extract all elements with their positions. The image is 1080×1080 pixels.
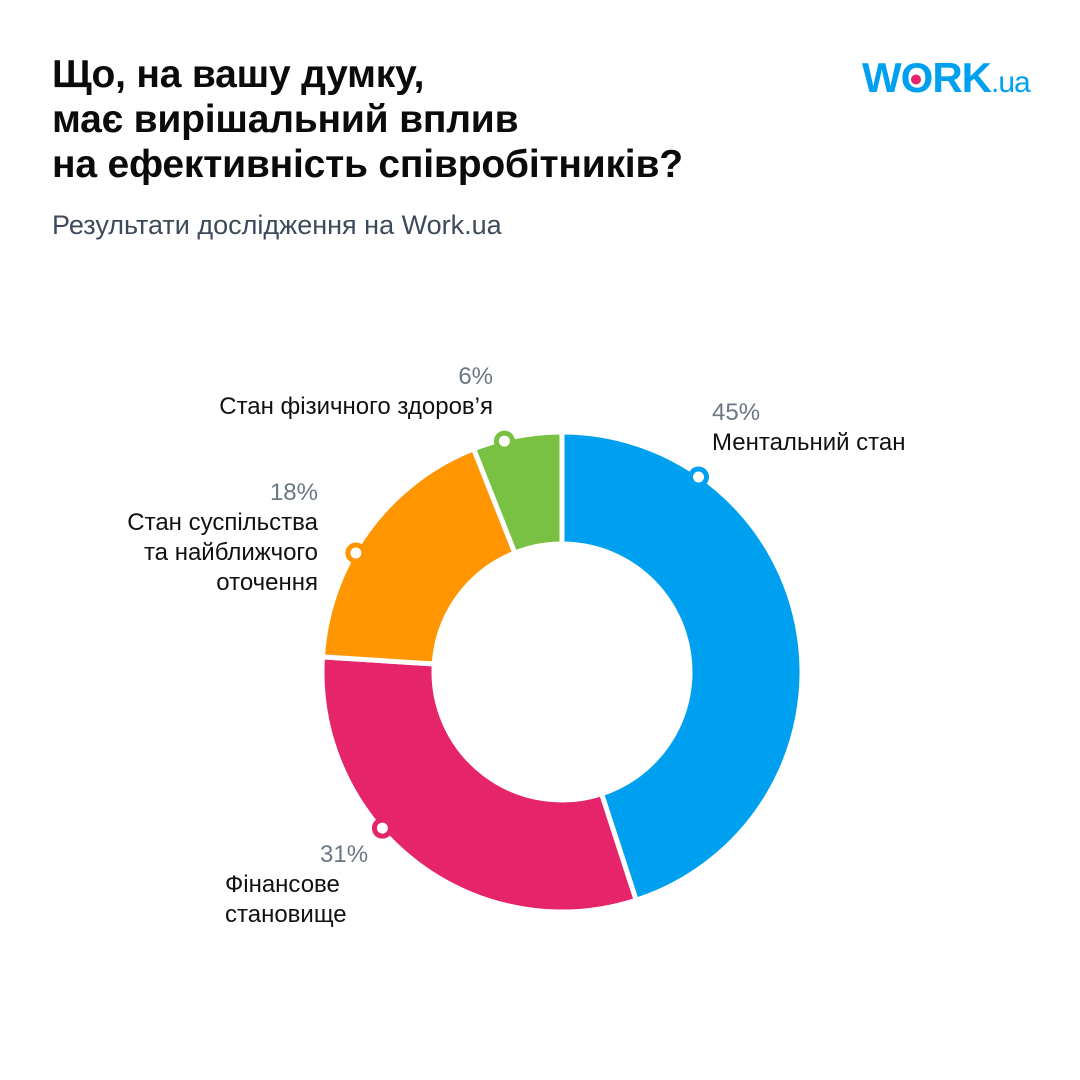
chart-title: Що, на вашу думку, має вирішальний вплив… bbox=[52, 52, 683, 187]
title-line: Що, на вашу думку, bbox=[52, 53, 425, 96]
category-label: Фінансове bbox=[225, 871, 340, 898]
category-label: становище bbox=[225, 901, 347, 928]
work-ua-logo: WORK.ua bbox=[862, 54, 1031, 101]
label-society: 18% Стан суспільства та найближчого оточ… bbox=[127, 478, 318, 598]
category-label: Ментальний стан bbox=[712, 429, 906, 456]
slice-society bbox=[319, 445, 519, 667]
value-label: 18% bbox=[269, 479, 318, 506]
category-label: Стан суспільства bbox=[127, 509, 318, 536]
slice-mental bbox=[559, 429, 805, 904]
chart-subtitle: Результати дослідження на Work.ua bbox=[52, 210, 502, 240]
slice-financial bbox=[319, 654, 640, 915]
label-marker bbox=[371, 817, 393, 839]
logo-dot-icon bbox=[911, 74, 922, 85]
label-financial: 31% Фінансове становище bbox=[225, 840, 368, 930]
label-marker bbox=[688, 466, 710, 488]
title-line: має вирішальний вплив bbox=[52, 98, 519, 141]
category-label: Стан фізичного здоров’я bbox=[219, 393, 493, 420]
category-label: оточення bbox=[216, 569, 318, 596]
category-label: та найближчого bbox=[143, 539, 318, 566]
label-physical: 6% Стан фізичного здоров’я bbox=[219, 362, 493, 422]
label-marker bbox=[345, 542, 367, 564]
title-line: на ефективність співробітників? bbox=[52, 143, 683, 186]
value-label: 31% bbox=[320, 841, 369, 868]
value-label: 45% bbox=[712, 399, 761, 426]
label-mental: 45% Ментальний стан bbox=[712, 398, 906, 458]
label-marker bbox=[493, 430, 515, 452]
value-label: 6% bbox=[458, 363, 493, 390]
